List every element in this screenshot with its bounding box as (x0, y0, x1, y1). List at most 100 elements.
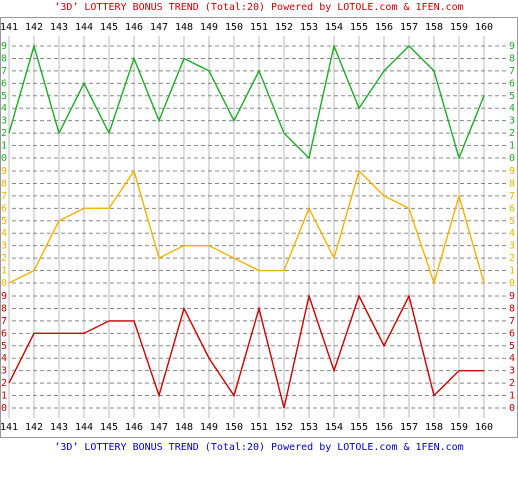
y-tick-label-left: 1 (1, 391, 7, 402)
y-tick-label-left: 1 (1, 266, 7, 277)
x-tick-label-bottom: 160 (475, 422, 493, 433)
y-tick-label-right: 2 (509, 253, 515, 264)
y-tick-label-right: 9 (509, 291, 515, 302)
y-tick-label-left: 4 (1, 353, 7, 364)
y-tick-label-left: 6 (1, 78, 7, 89)
chart-title: ’3D’ LOTTERY BONUS TREND (Total:20) Powe… (54, 2, 463, 13)
x-tick-label-top: 149 (200, 22, 218, 33)
y-tick-label-left: 6 (1, 203, 7, 214)
x-tick-label-bottom: 142 (25, 422, 43, 433)
chart-footer: ’3D’ LOTTERY BONUS TREND (Total:20) Powe… (54, 442, 463, 453)
y-tick-label-right: 6 (509, 203, 515, 214)
y-tick-label-left: 7 (1, 316, 7, 327)
y-tick-label-left: 7 (1, 66, 7, 77)
y-tick-label-right: 7 (509, 191, 515, 202)
x-tick-label-bottom: 143 (50, 422, 68, 433)
x-tick-label-bottom: 144 (75, 422, 93, 433)
y-tick-label-left: 3 (1, 241, 7, 252)
x-tick-label-top: 160 (475, 22, 493, 33)
y-tick-label-right: 5 (509, 216, 515, 227)
x-tick-label-bottom: 155 (350, 422, 368, 433)
y-tick-label-right: 4 (509, 228, 515, 239)
y-tick-label-left: 0 (1, 403, 7, 414)
trend-line (8, 169, 485, 286)
y-tick-label-right: 8 (509, 303, 515, 314)
x-tick-label-top: 152 (275, 22, 293, 33)
y-tick-label-right: 3 (509, 116, 515, 127)
y-tick-label-right: 7 (509, 66, 515, 77)
y-tick-label-right: 7 (509, 316, 515, 327)
x-tick-label-top: 155 (350, 22, 368, 33)
y-tick-label-left: 1 (1, 141, 7, 152)
x-tick-label-bottom: 152 (275, 422, 293, 433)
y-tick-label-left: 8 (1, 303, 7, 314)
x-tick-label-bottom: 159 (450, 422, 468, 433)
y-tick-label-left: 9 (1, 291, 7, 302)
y-tick-label-left: 6 (1, 328, 7, 339)
y-tick-label-right: 5 (509, 341, 515, 352)
x-tick-label-top: 141 (0, 22, 18, 33)
x-tick-label-top: 159 (450, 22, 468, 33)
x-tick-label-bottom: 146 (125, 422, 143, 433)
trend-line (8, 43, 485, 161)
y-tick-label-right: 9 (509, 41, 515, 52)
x-tick-label-bottom: 153 (300, 422, 318, 433)
x-tick-label-bottom: 147 (150, 422, 168, 433)
y-tick-label-left: 4 (1, 103, 7, 114)
y-tick-label-right: 1 (509, 141, 515, 152)
y-tick-label-right: 1 (509, 266, 515, 277)
y-tick-label-right: 0 (509, 153, 515, 164)
y-tick-label-right: 6 (509, 328, 515, 339)
y-tick-label-left: 5 (1, 91, 7, 102)
y-tick-label-right: 5 (509, 91, 515, 102)
y-tick-label-right: 1 (509, 391, 515, 402)
x-tick-label-top: 157 (400, 22, 418, 33)
y-tick-label-right: 2 (509, 378, 515, 389)
y-tick-label-right: 9 (509, 166, 515, 177)
y-tick-label-right: 0 (509, 403, 515, 414)
x-tick-label-bottom: 156 (375, 422, 393, 433)
x-tick-label-bottom: 151 (250, 422, 268, 433)
y-tick-label-right: 0 (509, 278, 515, 289)
x-tick-label-top: 144 (75, 22, 93, 33)
y-tick-label-right: 3 (509, 241, 515, 252)
x-tick-label-bottom: 148 (175, 422, 193, 433)
x-tick-label-top: 156 (375, 22, 393, 33)
x-tick-label-top: 151 (250, 22, 268, 33)
y-tick-label-left: 2 (1, 253, 7, 264)
x-tick-label-top: 143 (50, 22, 68, 33)
x-tick-label-top: 150 (225, 22, 243, 33)
x-tick-label-top: 153 (300, 22, 318, 33)
y-tick-label-left: 3 (1, 366, 7, 377)
x-tick-label-top: 148 (175, 22, 193, 33)
y-tick-label-right: 4 (509, 103, 515, 114)
x-tick-label-top: 154 (325, 22, 343, 33)
y-tick-label-left: 9 (1, 41, 7, 52)
x-tick-label-bottom: 158 (425, 422, 443, 433)
y-tick-label-left: 3 (1, 116, 7, 127)
y-tick-label-left: 4 (1, 228, 7, 239)
y-tick-label-left: 5 (1, 341, 7, 352)
y-tick-label-right: 2 (509, 128, 515, 139)
x-tick-label-bottom: 141 (0, 422, 18, 433)
x-tick-label-top: 158 (425, 22, 443, 33)
x-tick-label-bottom: 150 (225, 422, 243, 433)
y-tick-label-left: 8 (1, 53, 7, 64)
x-tick-label-bottom: 149 (200, 422, 218, 433)
y-tick-label-right: 3 (509, 366, 515, 377)
x-tick-label-top: 145 (100, 22, 118, 33)
y-tick-label-right: 4 (509, 353, 515, 364)
y-tick-label-left: 2 (1, 128, 7, 139)
x-tick-label-top: 147 (150, 22, 168, 33)
x-tick-label-bottom: 145 (100, 422, 118, 433)
x-tick-label-top: 146 (125, 22, 143, 33)
y-tick-label-right: 8 (509, 178, 515, 189)
y-tick-label-left: 8 (1, 178, 7, 189)
y-tick-label-left: 5 (1, 216, 7, 227)
x-tick-label-bottom: 157 (400, 422, 418, 433)
y-tick-label-left: 7 (1, 191, 7, 202)
y-tick-label-right: 8 (509, 53, 515, 64)
y-tick-label-left: 0 (1, 153, 7, 164)
